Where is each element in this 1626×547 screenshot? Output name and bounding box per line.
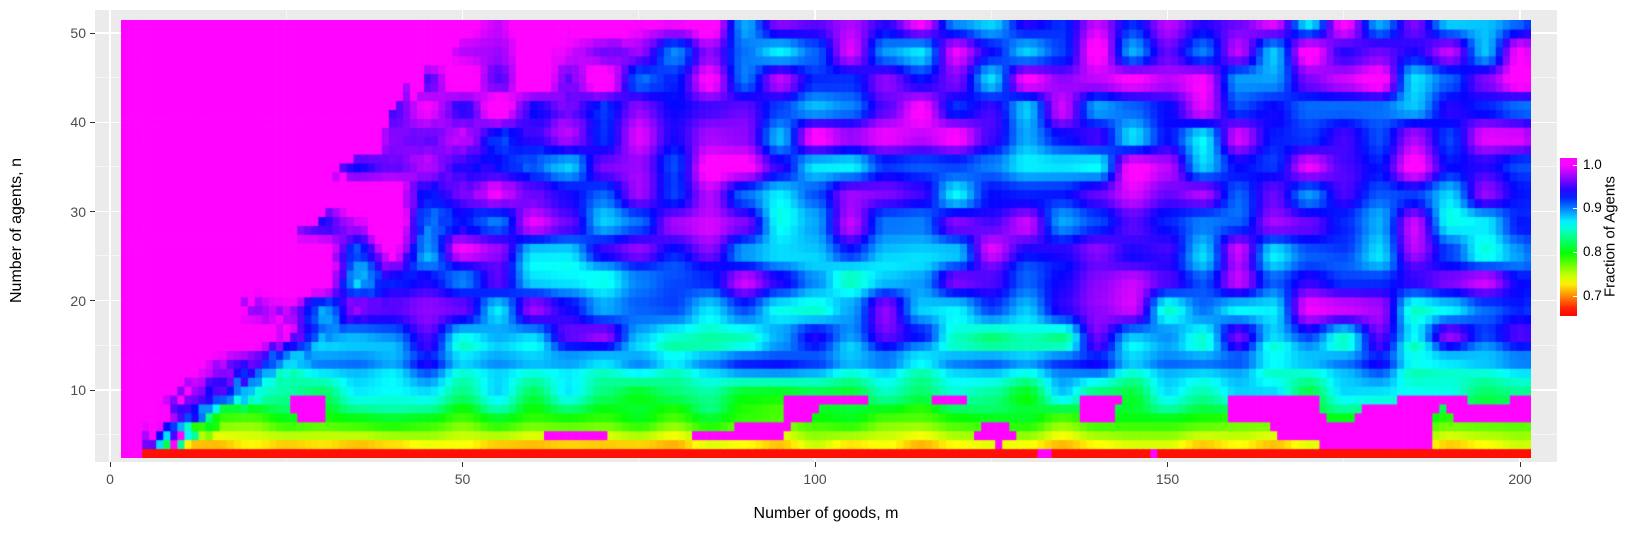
x-tick-mark xyxy=(1519,462,1521,467)
y-tick-label: 20 xyxy=(70,292,86,309)
y-tick-label: 10 xyxy=(70,382,86,398)
heatmap-canvas xyxy=(121,20,1531,458)
y-tick-mark xyxy=(90,389,95,391)
legend-tick-label: 0.7 xyxy=(1583,288,1602,304)
legend-colorbar xyxy=(1560,158,1577,316)
legend-tick-label: 1.0 xyxy=(1583,156,1602,172)
legend-tick-mark xyxy=(1573,164,1577,166)
x-tick-label: 200 xyxy=(1508,471,1532,487)
gridline-x-major xyxy=(109,10,111,462)
legend-tick-label: 0.9 xyxy=(1583,200,1602,216)
legend: 1.0 0.9 0.8 0.7 xyxy=(1560,156,1626,320)
legend-tick-mark xyxy=(1573,296,1577,298)
x-tick-mark xyxy=(814,462,816,467)
legend-tick-mark xyxy=(1573,252,1577,254)
plot-panel xyxy=(95,10,1557,462)
x-tick-label: 150 xyxy=(1155,471,1180,487)
y-tick-mark xyxy=(90,211,95,212)
x-tick-label: 0 xyxy=(106,471,114,487)
x-tick-label: 100 xyxy=(803,471,827,487)
legend-title: Fraction of Agents xyxy=(1601,176,1619,298)
legend-tick-mark xyxy=(1573,208,1577,210)
y-tick-mark xyxy=(90,300,95,302)
x-axis-label: Number of goods, m xyxy=(753,505,899,522)
y-tick-label: 30 xyxy=(70,203,86,220)
x-tick-mark xyxy=(462,462,463,467)
x-tick-mark xyxy=(109,462,111,467)
y-tick-label: 50 xyxy=(70,25,86,41)
y-tick-mark xyxy=(90,32,95,34)
x-tick-mark xyxy=(1167,462,1168,467)
y-tick-label: 40 xyxy=(70,114,86,131)
legend-tick-label: 0.8 xyxy=(1583,244,1602,260)
y-tick-mark xyxy=(90,121,95,123)
y-axis-label: Number of agents, n xyxy=(8,158,25,304)
x-tick-label: 50 xyxy=(454,471,471,487)
